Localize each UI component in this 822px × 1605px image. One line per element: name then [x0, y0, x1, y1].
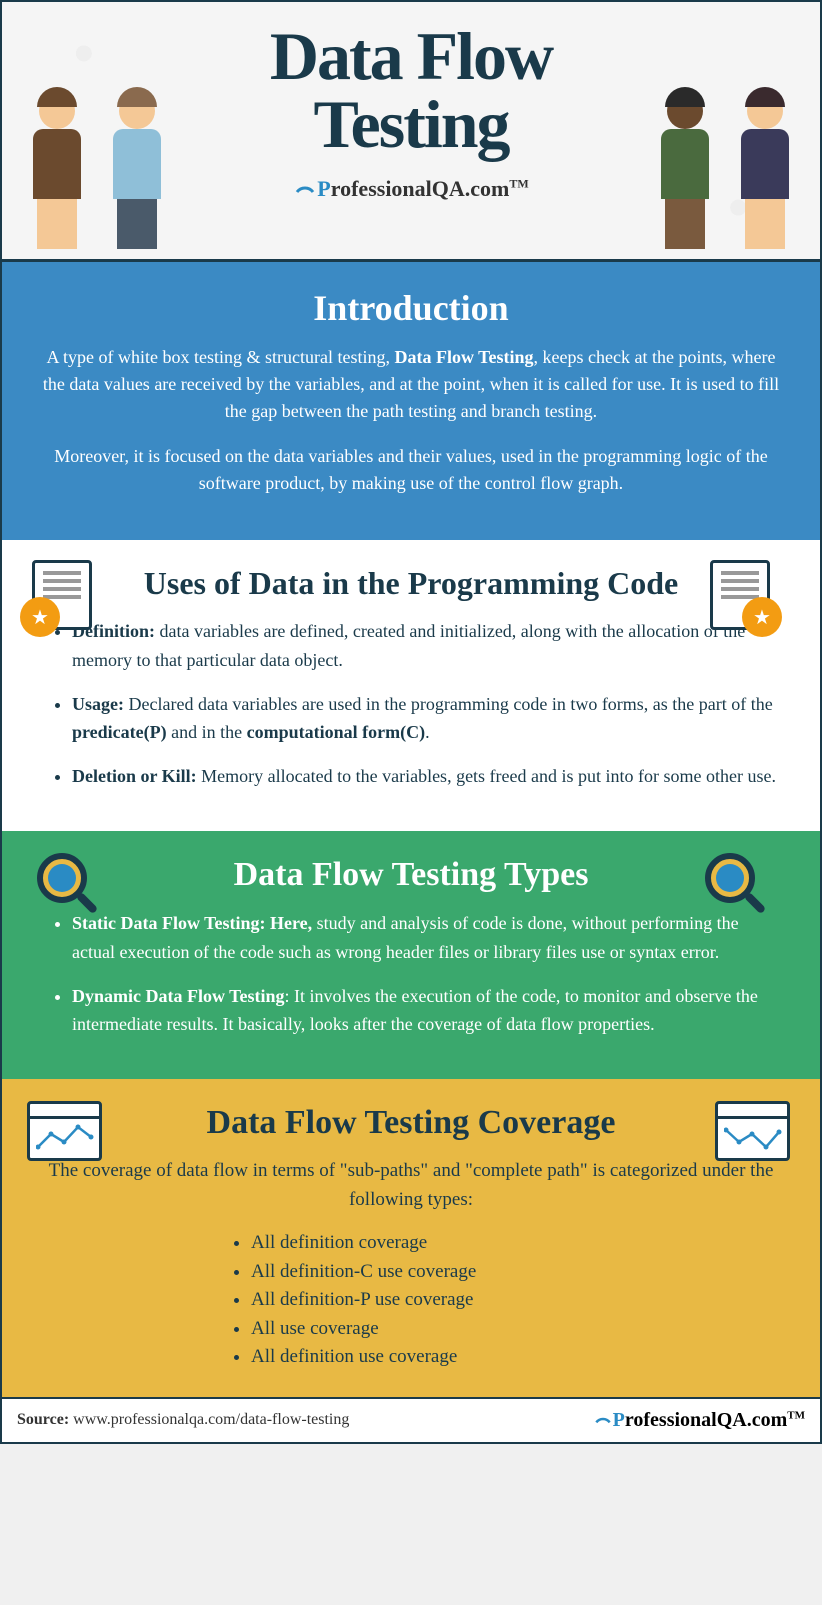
- coverage-item-3: All use coverage: [251, 1315, 591, 1344]
- brand-tm: TM: [509, 177, 528, 191]
- coverage-item-4: All definition use coverage: [251, 1343, 591, 1372]
- uses-item-definition: Definition: data variables are defined, …: [72, 617, 780, 675]
- footer-section: Source: www.professionalqa.com/data-flow…: [2, 1397, 820, 1442]
- brand-rest: rofessionalQA.com: [331, 176, 510, 201]
- avatar-man-1: [102, 93, 172, 249]
- uses-section: Uses of Data in the Programming Code Def…: [2, 540, 820, 831]
- window-chart-icon-right: [715, 1101, 795, 1181]
- uses-item-usage: Usage: Declared data variables are used …: [72, 690, 780, 748]
- coverage-section: Data Flow Testing Coverage The coverage …: [2, 1079, 820, 1397]
- coverage-intro: The coverage of data flow in terms of "s…: [42, 1157, 780, 1214]
- types-item-static: Static Data Flow Testing: Here, study an…: [72, 909, 780, 967]
- types-item-dynamic: Dynamic Data Flow Testing: It involves t…: [72, 982, 780, 1040]
- brand-arc-icon: [593, 1409, 613, 1429]
- document-star-icon-left: [32, 560, 112, 640]
- types-title: Data Flow Testing Types: [42, 856, 780, 894]
- uses-item-deletion: Deletion or Kill: Memory allocated to th…: [72, 762, 780, 791]
- window-chart-icon-left: [27, 1101, 107, 1181]
- infographic-container: Data Flow Testing ProfessionalQA.comTM I…: [0, 0, 822, 1444]
- title-line-1: Data Flow: [270, 18, 552, 94]
- magnifier-chart-icon-right: [705, 853, 785, 933]
- brand-p: P: [317, 176, 330, 201]
- avatar-man-2: [650, 93, 720, 249]
- avatar-woman-1: [22, 93, 92, 249]
- types-list: Static Data Flow Testing: Here, study an…: [42, 909, 780, 1039]
- intro-title: Introduction: [42, 287, 780, 329]
- intro-section: Introduction A type of white box testing…: [2, 262, 820, 540]
- types-section: Data Flow Testing Types Static Data Flow…: [2, 831, 820, 1079]
- intro-text: A type of white box testing & structural…: [42, 344, 780, 497]
- coverage-item-1: All definition-C use coverage: [251, 1258, 591, 1287]
- header-section: Data Flow Testing ProfessionalQA.comTM: [2, 2, 820, 262]
- document-star-icon-right: [710, 560, 790, 640]
- coverage-item-0: All definition coverage: [251, 1229, 591, 1258]
- source-text: Source: www.professionalqa.com/data-flow…: [17, 1411, 349, 1429]
- coverage-list: All definition coverage All definition-C…: [231, 1229, 591, 1372]
- avatar-woman-2: [730, 93, 800, 249]
- intro-para-2: Moreover, it is focused on the data vari…: [42, 443, 780, 497]
- coverage-title: Data Flow Testing Coverage: [42, 1104, 780, 1142]
- uses-list: Definition: data variables are defined, …: [42, 617, 780, 791]
- coverage-item-2: All definition-P use coverage: [251, 1286, 591, 1315]
- footer-brand: ProfessionalQA.comTM: [593, 1409, 805, 1432]
- intro-para-1: A type of white box testing & structural…: [42, 344, 780, 425]
- magnifier-chart-icon-left: [37, 853, 117, 933]
- title-line-2: Testing: [313, 86, 508, 162]
- brand-arc-icon: [293, 176, 317, 200]
- uses-title: Uses of Data in the Programming Code: [42, 565, 780, 602]
